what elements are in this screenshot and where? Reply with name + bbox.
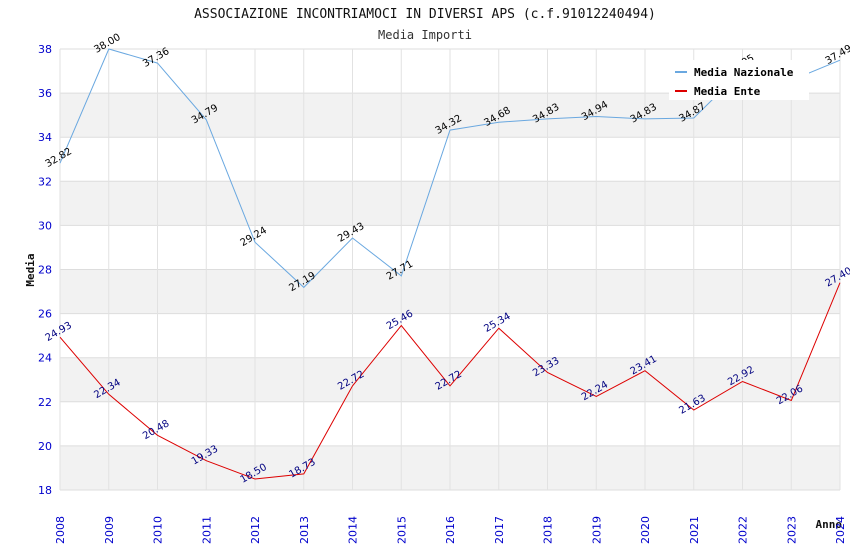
legend: Media Nazionale Media Ente <box>669 60 809 100</box>
y-tick-label: 20 <box>38 440 52 453</box>
y-tick-label: 22 <box>38 396 52 409</box>
chart-title: ASSOCIAZIONE INCONTRIAMOCI IN DIVERSI AP… <box>194 7 656 22</box>
y-tick-label: 24 <box>38 352 52 365</box>
y-tick-label: 30 <box>38 219 52 232</box>
x-tick-label: 2021 <box>688 516 701 544</box>
x-tick-label: 2014 <box>347 516 360 544</box>
y-tick-label: 26 <box>38 308 52 321</box>
series-line-media-nazionale <box>59 48 841 289</box>
x-tick-label: 2010 <box>152 516 165 544</box>
x-tick-label: 2020 <box>639 516 652 544</box>
series-line-media-ente <box>59 282 841 480</box>
legend-entry: Media Nazionale <box>694 66 794 79</box>
x-tick-label: 2009 <box>103 516 116 544</box>
y-tick-labels: 18 20 22 24 26 28 30 32 34 36 38 <box>38 43 52 497</box>
x-tick-label: 2015 <box>395 516 408 544</box>
chart-subtitle: Media Importi <box>378 28 472 42</box>
x-tick-label: 2008 <box>54 516 67 544</box>
legend-box <box>669 60 809 100</box>
x-tick-label: 2011 <box>200 516 213 544</box>
y-tick-label: 34 <box>38 131 52 144</box>
y-tick-label: 18 <box>38 484 52 497</box>
x-tick-label: 2013 <box>298 516 311 544</box>
x-tick-labels: 2008 2009 2010 2011 2012 2013 2014 2015 2016 2017… <box>54 516 847 544</box>
x-tick-label: 2022 <box>737 516 750 544</box>
x-tick-label: 2023 <box>785 516 798 544</box>
series-lines <box>59 48 841 480</box>
y-tick-label: 32 <box>38 175 52 188</box>
x-tick-label: 2019 <box>590 516 603 544</box>
x-tick-label: 2017 <box>493 516 506 544</box>
x-axis-label: Anno <box>816 518 843 531</box>
y-tick-label: 36 <box>38 87 52 100</box>
x-tick-label: 2018 <box>542 516 555 544</box>
y-tick-label: 28 <box>38 264 52 277</box>
x-tick-label: 2024 <box>834 516 847 544</box>
grid-lines <box>59 48 841 491</box>
legend-entry: Media Ente <box>694 85 761 98</box>
y-axis-label: Media <box>24 253 37 286</box>
y-tick-label: 38 <box>38 43 52 56</box>
x-tick-label: 2012 <box>249 516 262 544</box>
x-tick-label: 2016 <box>444 516 457 544</box>
